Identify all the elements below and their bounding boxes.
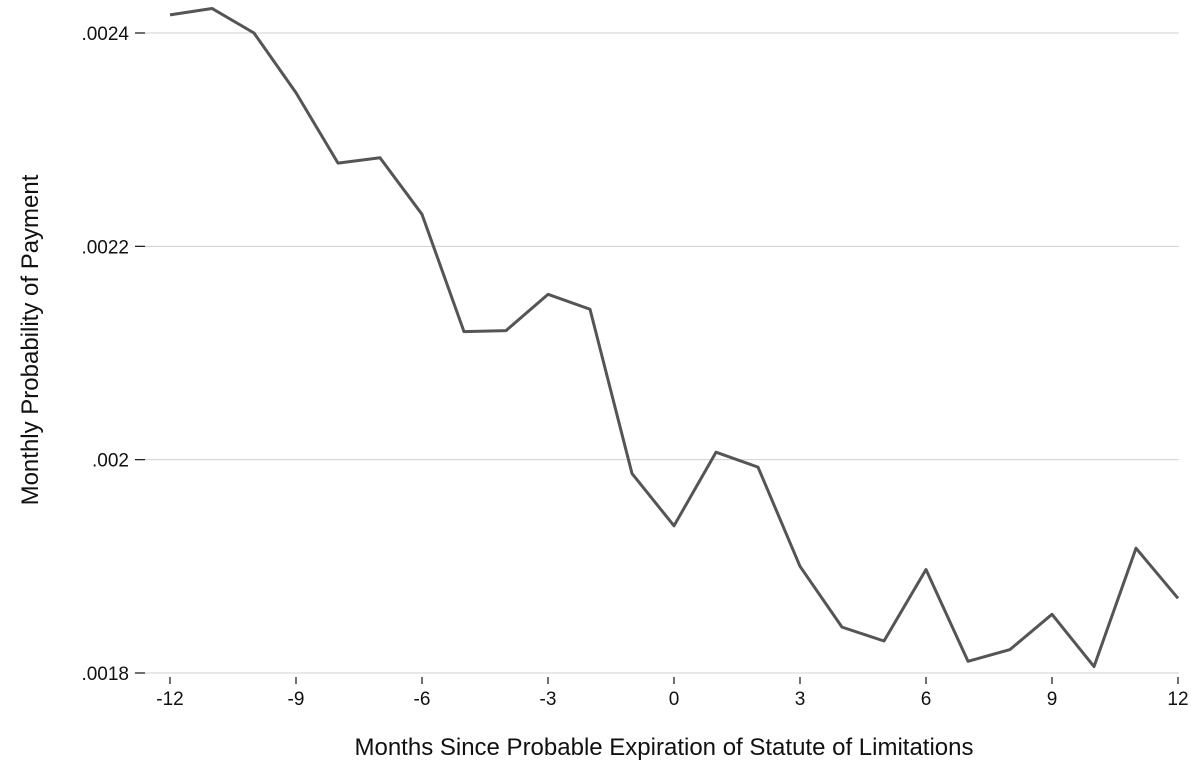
data-point	[1093, 665, 1096, 668]
x-tick-label: 12	[1167, 689, 1188, 710]
data-point	[925, 568, 928, 571]
data-point	[967, 660, 970, 663]
x-tick-label: 9	[1047, 689, 1058, 710]
x-tick-label: -9	[288, 689, 305, 710]
x-tick-label: 6	[921, 689, 932, 710]
data-point	[1177, 597, 1180, 600]
data-point	[253, 32, 256, 35]
y-tick-label: .0022	[81, 237, 129, 258]
y-axis-title: Monthly Probability of Payment	[17, 174, 44, 505]
series-line	[170, 8, 1178, 666]
data-point	[1135, 547, 1138, 550]
data-point	[505, 329, 508, 332]
data-point	[337, 162, 340, 165]
y-tick-label: .002	[92, 451, 129, 472]
data-point	[757, 466, 760, 469]
gridlines	[145, 33, 1179, 673]
y-tick-label: .0024	[81, 24, 129, 45]
data-point	[211, 7, 214, 10]
x-tick-label: -6	[414, 689, 431, 710]
x-axis-title: Months Since Probable Expiration of Stat…	[354, 734, 973, 761]
data-point	[1051, 613, 1054, 616]
x-tick-label: 3	[795, 689, 806, 710]
data-point	[295, 91, 298, 94]
axes: .0018 .002 .0022 .0024 -12 -9 -6 -3 0 3 6 9 12	[81, 24, 1188, 710]
series-layer	[169, 7, 1180, 668]
x-tick-label: -3	[540, 689, 557, 710]
data-point	[799, 565, 802, 568]
data-point	[1009, 648, 1012, 651]
data-point	[421, 213, 424, 216]
data-point	[463, 330, 466, 333]
data-point	[547, 293, 550, 296]
data-point	[883, 640, 886, 643]
data-point	[169, 13, 172, 16]
x-tick-label: -12	[156, 689, 183, 710]
y-tick-label: .0018	[81, 664, 129, 685]
data-point	[673, 524, 676, 527]
x-tick-label: 0	[669, 689, 680, 710]
data-point	[715, 451, 718, 454]
data-point	[379, 156, 382, 159]
data-point	[631, 472, 634, 475]
data-point	[841, 626, 844, 629]
data-point	[589, 308, 592, 311]
